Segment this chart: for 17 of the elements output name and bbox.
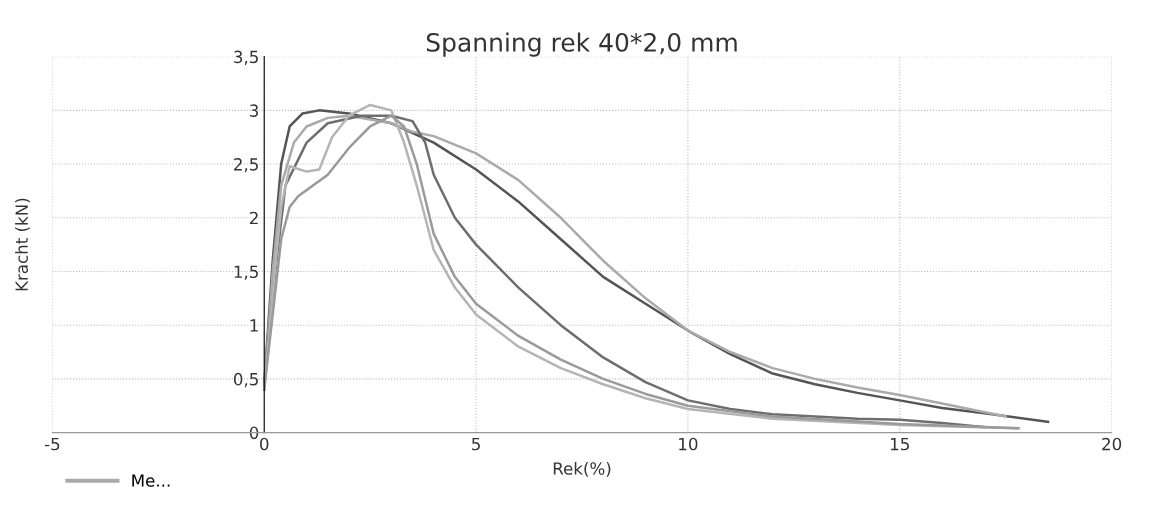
y-tick-label: 2,5 <box>234 158 258 173</box>
y-axis-title: Kracht (kN) <box>15 198 30 291</box>
x-tick-label: 5 <box>472 437 480 451</box>
legend-label: Me... <box>132 474 170 487</box>
x-tick-label: -5 <box>44 437 60 451</box>
y-tick-label: 1,5 <box>234 265 258 280</box>
x-tick-label: 15 <box>891 437 909 451</box>
x-axis-title: Rek(%) <box>553 461 611 477</box>
y-tick-label: 0,5 <box>233 372 258 388</box>
chart-title: Spanning rek 40*2,0 mm <box>426 32 737 57</box>
y-tick-label: 2 <box>249 211 258 225</box>
y-tick-label: 1 <box>250 319 258 332</box>
x-tick-label: 10 <box>679 437 698 451</box>
x-tick-label: 20 <box>1102 437 1122 451</box>
y-tick-label: 3,5 <box>234 50 258 65</box>
x-tick-label: 0 <box>260 437 269 451</box>
y-tick-label: 3 <box>250 104 259 117</box>
